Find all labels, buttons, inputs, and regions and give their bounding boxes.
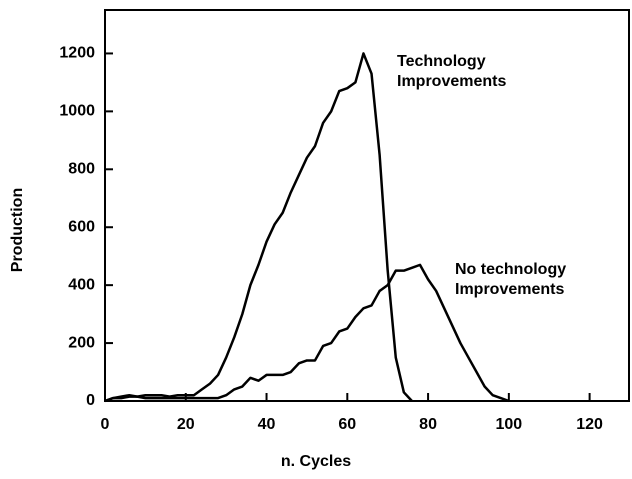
series-line [104, 52, 413, 403]
x-tick-label: 0 [101, 416, 110, 433]
x-tick-label: 100 [495, 416, 522, 433]
series-line [104, 263, 510, 403]
y-tick-label: 800 [68, 161, 95, 178]
x-tick-label: 80 [419, 416, 437, 433]
y-tick-label: 0 [86, 392, 95, 409]
y-tick-label: 600 [68, 218, 95, 235]
series-label: No technology Improvements [455, 261, 566, 298]
y-tick-label: 1000 [59, 103, 95, 120]
x-tick-label: 40 [258, 416, 276, 433]
x-tick-label: 60 [338, 416, 356, 433]
x-axis-label: n. Cycles [281, 453, 351, 470]
x-tick-label: 120 [576, 416, 603, 433]
y-tick-label: 400 [68, 276, 95, 293]
y-tick-label: 1200 [59, 45, 95, 62]
plot-frame [104, 9, 630, 402]
series-label: Technology Improvements [397, 53, 506, 90]
x-tick-label: 20 [177, 416, 195, 433]
y-tick-label: 200 [68, 334, 95, 351]
y-axis-label: Production [9, 188, 26, 272]
